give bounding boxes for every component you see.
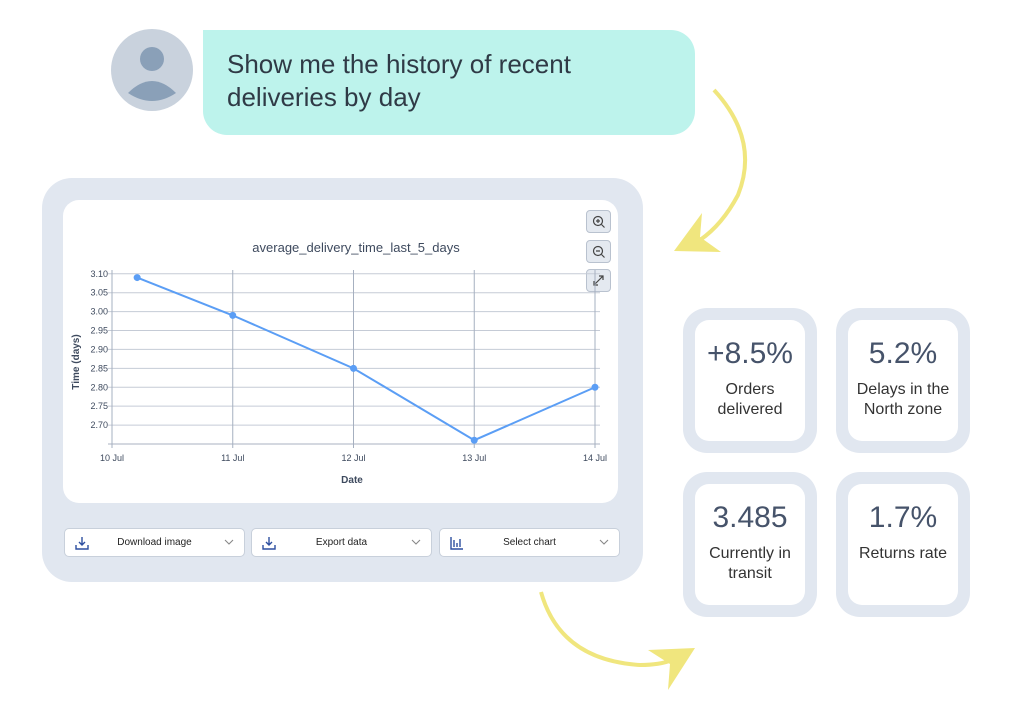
zoom-in-icon (592, 215, 605, 228)
y-tick-label: 2.95 (90, 326, 108, 336)
x-tick-label: 14 Jul (583, 453, 607, 463)
stat-value: 3.485 (712, 501, 788, 534)
data-point (591, 383, 599, 391)
y-tick-label: 3.00 (90, 307, 108, 317)
y-tick-label: 2.90 (90, 344, 108, 354)
y-tick-label: 3.05 (90, 288, 108, 298)
x-tick-label: 10 Jul (100, 453, 124, 463)
x-tick-label: 12 Jul (341, 453, 365, 463)
stat-card-orders-delivered: +8.5% Orders delivered (683, 308, 817, 453)
select-chart-label: Select chart (503, 537, 556, 548)
expand-button[interactable] (586, 269, 611, 292)
download-icon (262, 537, 276, 550)
chevron-down-icon (599, 539, 609, 545)
download-icon (75, 537, 89, 550)
bar-chart-icon (450, 537, 463, 550)
export-data-button[interactable]: Export data (251, 528, 432, 557)
user-message-text: Show me the history of recent deliveries… (227, 49, 571, 112)
stat-label: Currently in transit (709, 545, 791, 582)
stat-label: Orders delivered (717, 381, 783, 418)
series-line (136, 276, 596, 442)
arrowhead-icon (648, 648, 695, 690)
chart-card (63, 200, 618, 503)
stat-card-returns-rate: 1.7% Returns rate (836, 472, 970, 617)
stat-card-delays-north: 5.2% Delays in the North zone (836, 308, 970, 453)
x-axis-label: Date (341, 475, 363, 486)
export-data-label: Export data (315, 537, 368, 548)
select-chart-button[interactable]: Select chart (439, 528, 620, 557)
y-tick-label: 2.75 (90, 401, 108, 411)
y-axis-label: Time (days) (71, 334, 82, 389)
x-tick-label: 13 Jul (462, 453, 486, 463)
y-tick-label: 2.85 (90, 363, 108, 373)
y-tick-label: 2.80 (90, 382, 108, 392)
x-tick-label: 11 Jul (221, 453, 244, 463)
zoom-out-icon (592, 245, 605, 258)
y-tick-label: 3.10 (90, 269, 108, 279)
download-image-button[interactable]: Download image (64, 528, 245, 557)
data-point (229, 311, 237, 319)
stat-label: Returns rate (858, 545, 948, 562)
chart-title: average_delivery_time_last_5_days (252, 240, 460, 255)
data-point (350, 364, 357, 372)
data-point (470, 436, 478, 444)
arrow-icon (539, 591, 673, 668)
arrow-icon (698, 88, 748, 242)
arrowhead-icon (674, 213, 721, 252)
stat-value: 1.7% (868, 501, 938, 534)
user-avatar-icon (111, 29, 193, 111)
stat-value: 5.2% (868, 337, 938, 370)
chevron-down-icon (411, 539, 421, 545)
download-image-label: Download image (117, 537, 192, 548)
stat-value: +8.5% (707, 337, 793, 370)
data-point (133, 274, 141, 282)
zoom-out-button[interactable] (586, 240, 611, 263)
y-tick-label: 2.70 (90, 420, 108, 430)
stat-card-in-transit: 3.485 Currently in transit (683, 472, 817, 617)
zoom-in-button[interactable] (586, 210, 611, 233)
user-message-bubble: Show me the history of recent deliveries… (203, 30, 695, 135)
chevron-down-icon (224, 539, 234, 545)
stat-label: Delays in the North zone (856, 381, 950, 418)
